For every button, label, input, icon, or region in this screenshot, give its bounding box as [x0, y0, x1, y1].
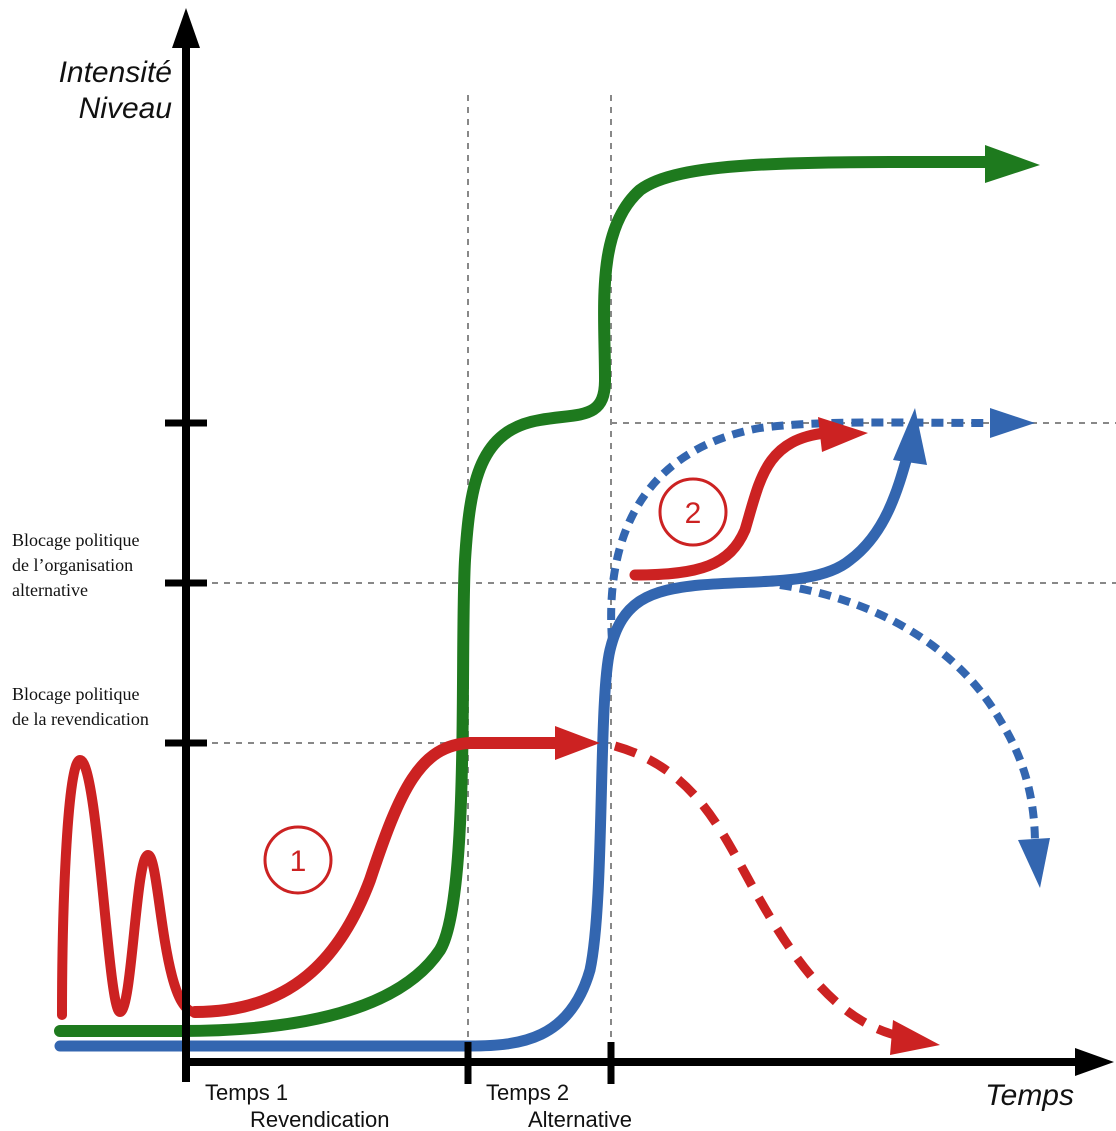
red-oscillation	[57, 754, 200, 1020]
green-curve	[54, 145, 1040, 1037]
red-arrowhead-top	[818, 417, 868, 452]
blue-arrowhead-up	[893, 408, 927, 465]
y-axis-title-line2: Niveau	[79, 92, 173, 125]
phase-1-line1: Temps 1	[205, 1080, 288, 1105]
blue-arrowhead-right	[990, 408, 1035, 438]
blue-dotted-down	[779, 581, 1039, 846]
phase-2-line1: Temps 2	[486, 1080, 569, 1105]
marker-2-circle	[658, 477, 728, 547]
threshold-alternative-line1: Blocage politique	[12, 530, 139, 550]
red-dashed-down	[613, 741, 897, 1040]
y-axis-arrowhead	[172, 8, 200, 48]
red-line	[189, 737, 566, 1018]
threshold-alternative-line2: de l’organisation	[12, 555, 133, 575]
red-curve	[57, 417, 940, 1055]
x-axis-title: Temps	[985, 1079, 1074, 1112]
blue-arrowhead-down	[1018, 838, 1050, 888]
threshold-revendication-line2: de la revendication	[12, 709, 149, 729]
blue-dotted-top	[607, 418, 996, 641]
axes	[165, 8, 1114, 1084]
phase-2-line2: Alternative	[528, 1107, 632, 1131]
red-arrowhead-down	[890, 1020, 940, 1055]
red-arrowhead-right	[555, 726, 600, 760]
threshold-alternative-line3: alternative	[12, 580, 88, 600]
marker-2: 2	[658, 477, 728, 547]
x-axis-arrowhead	[1075, 1048, 1114, 1076]
green-line	[54, 155, 996, 1037]
marker-1-number: 1	[290, 845, 307, 878]
blue-line	[54, 434, 918, 1052]
marker-1: 1	[263, 825, 333, 895]
threshold-revendication-line1: Blocage politique	[12, 684, 139, 704]
green-arrowhead	[985, 145, 1040, 183]
blue-curve	[54, 408, 1050, 1052]
phase-1-line2: Revendication	[250, 1107, 389, 1131]
red-second-line	[629, 427, 831, 581]
y-axis-title-line1: Intensité	[59, 56, 172, 89]
marker-2-number: 2	[685, 497, 702, 530]
marker-1-circle	[263, 825, 333, 895]
